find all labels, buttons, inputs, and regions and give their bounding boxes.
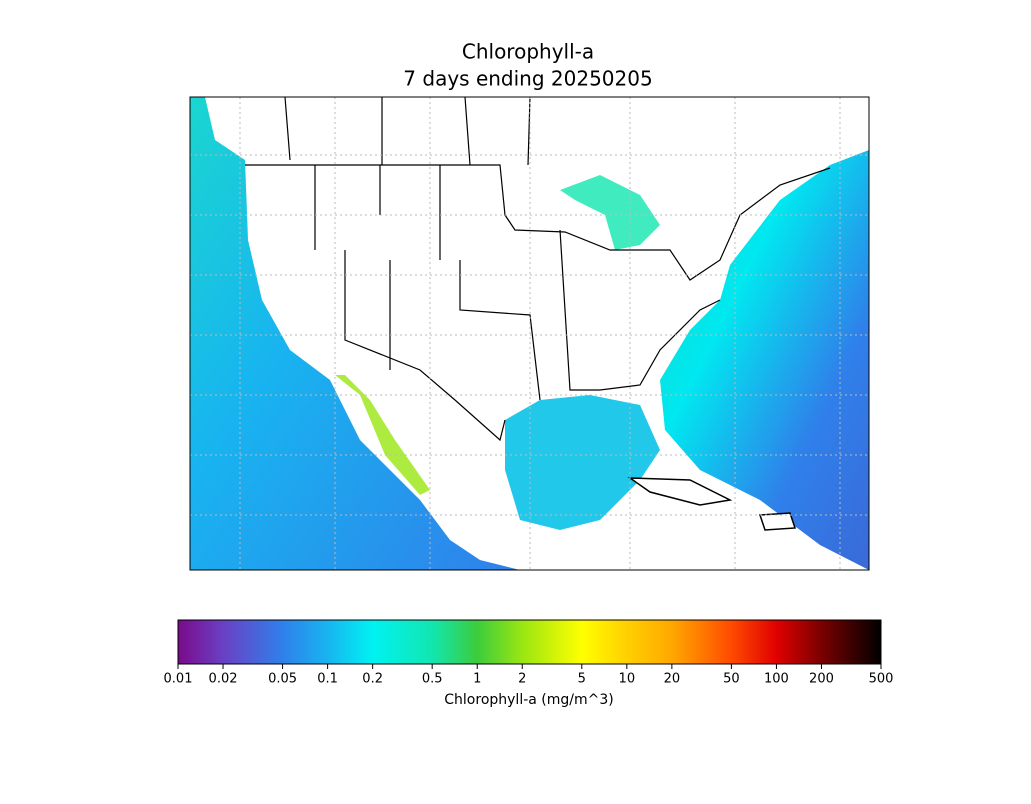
x-tick-label: 500 [869, 672, 894, 687]
gulf-california [335, 375, 430, 495]
colorbar [177, 619, 882, 665]
x-tick-label: 2 [518, 672, 526, 687]
x-tick-label: 0.02 [209, 672, 238, 687]
colorbar-gradient [177, 619, 882, 665]
x-tick-label: 5 [578, 672, 586, 687]
x-tick-label: 0.2 [362, 672, 383, 687]
x-tick-label: 0.01 [164, 672, 193, 687]
x-tick-label: 100 [764, 672, 789, 687]
colorbar-label: Chlorophyll-a (mg/m^3) [444, 692, 613, 708]
atlantic [660, 150, 869, 570]
pacific [190, 97, 520, 570]
x-tick-label: 0.05 [268, 672, 297, 687]
x-tick-label: 50 [723, 672, 740, 687]
x-tick-label: 20 [664, 672, 681, 687]
x-tick-label: 10 [619, 672, 636, 687]
x-tick-label: 0.5 [422, 672, 443, 687]
title: Chlorophyll-a [462, 40, 594, 64]
x-tick-label: 0.1 [317, 672, 338, 687]
great-lakes [560, 175, 660, 250]
map [189, 96, 870, 571]
gulf-mexico [505, 395, 660, 530]
x-tick-label: 1 [473, 672, 481, 687]
subtitle: 7 days ending 20250205 [403, 67, 652, 91]
x-tick-label: 200 [809, 672, 834, 687]
